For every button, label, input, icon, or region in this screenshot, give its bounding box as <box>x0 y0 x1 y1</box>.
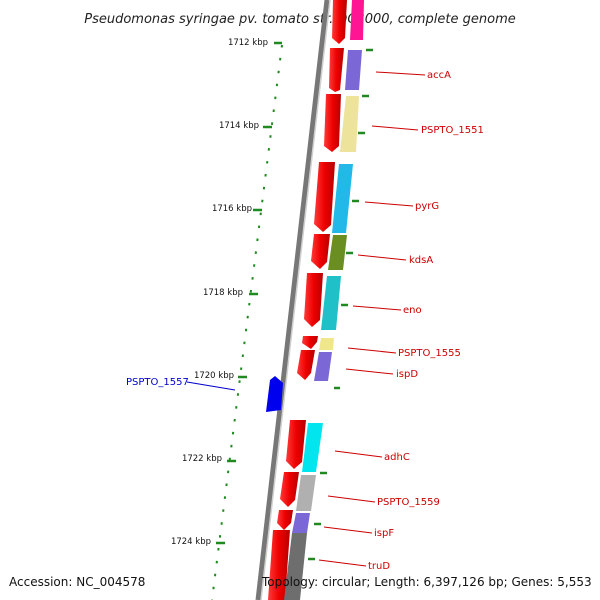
gene-label-pspto-1559: PSPTO_1559 <box>377 497 440 508</box>
gene-arrow <box>286 420 306 469</box>
gene-arrow <box>297 350 315 380</box>
tick-label: 1718 kbp <box>203 288 243 298</box>
gene-arrow-blue <box>266 376 283 412</box>
gene-arrow <box>329 48 344 92</box>
gene-blocks <box>284 0 364 600</box>
gene-block <box>321 276 341 330</box>
gene-block <box>332 164 353 233</box>
gene-block <box>345 50 362 90</box>
tick-marks <box>216 41 282 545</box>
gene-arrow <box>314 162 335 232</box>
backbone-line <box>255 0 330 600</box>
leader-lines <box>186 71 426 567</box>
gene-block <box>292 513 310 533</box>
gene-arrow <box>268 530 290 600</box>
gene-label-pspto-1551: PSPTO_1551 <box>421 125 484 136</box>
gene-arrow <box>324 94 341 152</box>
backbone-highlight <box>260 0 331 600</box>
gene-label-ispd: ispD <box>396 369 418 380</box>
gene-block <box>340 96 359 152</box>
accession-text: Accession: NC_004578 <box>9 575 146 589</box>
gene-arrow <box>280 472 299 507</box>
gene-arrow <box>332 0 347 44</box>
gene-block <box>350 0 364 40</box>
gene-label-pspto-1557: PSPTO_1557 <box>126 377 189 388</box>
gene-arrow <box>302 336 318 349</box>
gene-label-eno: eno <box>403 305 422 316</box>
gene-block <box>296 475 316 511</box>
tick-label: 1714 kbp <box>219 121 259 131</box>
gene-block <box>319 338 334 350</box>
gene-block <box>314 352 332 381</box>
gene-arrows <box>268 0 347 600</box>
gene-arrow <box>304 273 323 327</box>
gene-label-adhc: adhC <box>384 452 410 463</box>
gene-arrow <box>277 510 293 530</box>
tick-label: 1722 kbp <box>182 454 222 464</box>
gene-label-ispf: ispF <box>374 528 394 539</box>
map-title: Pseudomonas syringae pv. tomato str. DC3… <box>84 12 516 27</box>
ruler-dots <box>211 44 283 600</box>
topology-text: Topology: circular; Length: 6,397,126 bp… <box>262 575 592 589</box>
gene-arrow <box>311 234 330 269</box>
tick-label: 1712 kbp <box>228 38 268 48</box>
gene-label-trud: truD <box>368 561 390 572</box>
gene-block <box>284 533 307 600</box>
gene-block <box>302 423 323 472</box>
gene-label-pspto-1555: PSPTO_1555 <box>398 348 461 359</box>
gene-label-acca: accA <box>427 70 451 81</box>
gene-label-kdsa: kdsA <box>409 255 433 266</box>
outer-ticks <box>308 48 373 561</box>
tick-label: 1716 kbp <box>212 204 252 214</box>
tick-label: 1724 kbp <box>171 537 211 547</box>
tick-label: 1720 kbp <box>194 371 234 381</box>
gene-label-pyrg: pyrG <box>415 201 439 212</box>
gene-block <box>328 235 347 270</box>
